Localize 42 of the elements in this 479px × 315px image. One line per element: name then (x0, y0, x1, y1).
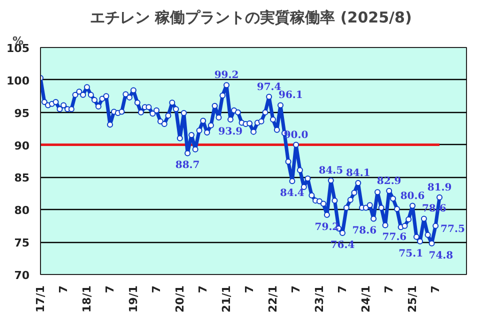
data-label: 75.1 (398, 248, 424, 260)
data-label: 84.1 (346, 168, 370, 180)
x-tick-label: 7 (382, 286, 396, 294)
data-label: 93.9 (218, 126, 243, 138)
y-tick-label: 95 (14, 106, 30, 120)
x-tick-label: 25/1 (406, 285, 420, 312)
x-tick-label: 22/1 (266, 285, 280, 312)
data-label: 80.6 (400, 190, 425, 202)
x-tick-label: 7 (196, 286, 210, 294)
data-label: 78.6 (352, 226, 377, 237)
y-tick-label: 90 (14, 139, 30, 152)
y-tick-label: 70 (14, 269, 30, 282)
data-label: 99.2 (214, 70, 239, 82)
data-label: 84.5 (318, 165, 344, 176)
x-tick-label: 23/1 (312, 285, 326, 312)
x-tick-label: 20/1 (173, 285, 186, 312)
data-label: 74.8 (428, 250, 454, 262)
data-label: 84.4 (280, 188, 304, 200)
x-tick-label: 7 (150, 286, 163, 294)
x-tick-label: 18/1 (80, 285, 94, 312)
chart-title: エチレン 稼働プラントの実質稼働率 (2025/8) (90, 8, 412, 26)
x-tick-label: 7 (429, 286, 442, 294)
x-tick-label: 7 (290, 286, 303, 294)
data-label: 88.7 (175, 160, 200, 172)
x-tick-label: 7 (336, 286, 349, 294)
x-tick-label: 7 (104, 286, 117, 294)
data-label: 82.9 (376, 176, 402, 187)
y-tick-label: 100 (6, 74, 30, 88)
data-label: 76.4 (330, 240, 355, 251)
data-label: 96.1 (278, 90, 303, 102)
x-tick-label: 24/1 (359, 285, 372, 312)
y-tick-label: 85 (14, 172, 30, 185)
x-tick-label: 17/1 (34, 285, 47, 312)
x-tick-label: 7 (57, 286, 70, 294)
data-label: 77.5 (440, 224, 465, 235)
data-label: 81.9 (427, 182, 452, 194)
y-tick-label: 75 (14, 236, 30, 250)
x-tick-label: 7 (243, 286, 256, 294)
x-tick-label: 21/1 (220, 285, 234, 312)
x-tick-label: 19/1 (126, 285, 140, 312)
data-label: 77.6 (382, 232, 407, 244)
y-tick-label: 80 (14, 204, 30, 218)
